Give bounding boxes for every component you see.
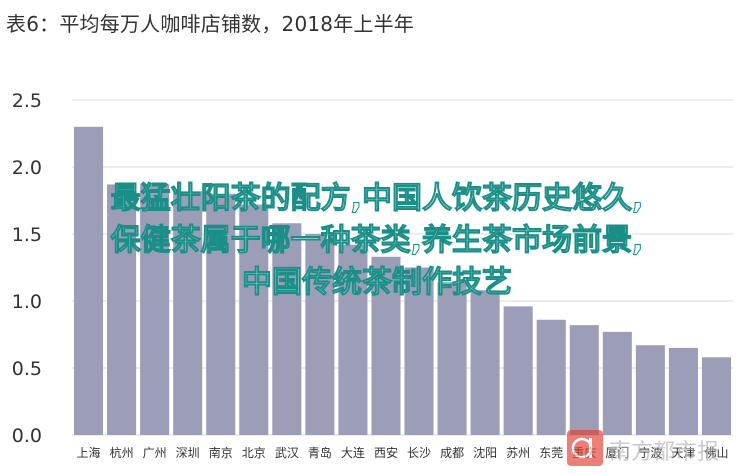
y-tick-label: 0.0 (12, 425, 42, 447)
watermark-text: 南方都市报 (609, 440, 720, 465)
bar (470, 290, 500, 435)
bar (536, 319, 566, 435)
y-tick-label: 1.0 (12, 291, 42, 313)
chart-title: 表6：平均每万人咖啡店铺数，2018年上半年 (6, 12, 415, 36)
bar (701, 357, 731, 435)
overlay-line-2: 保健茶属于哪一种茶类,养生茶市场前景, (110, 223, 644, 259)
bar (140, 184, 170, 435)
x-tick-label: 长沙 (407, 446, 431, 460)
y-axis-ticks: 0.0 0.5 1.0 1.5 2.0 2.5 (12, 90, 42, 447)
x-tick-label: 上海 (77, 445, 101, 460)
bar (239, 204, 269, 435)
x-tick-label: 佛山 (704, 446, 728, 460)
x-tick-label: 天津 (671, 446, 695, 460)
bar (602, 331, 632, 435)
x-tick-label: 北京 (242, 446, 266, 460)
bar (404, 267, 434, 435)
bar (371, 256, 401, 435)
x-tick-label: 西安 (374, 445, 398, 460)
x-tick-label: 深圳 (176, 446, 200, 460)
x-tick-label: 东莞 (539, 446, 563, 460)
y-tick-label: 0.5 (12, 358, 42, 380)
x-tick-label: 武汉 (275, 446, 299, 460)
bar (206, 193, 236, 435)
y-tick-label: 1.5 (12, 224, 42, 246)
x-tick-label: 苏州 (506, 446, 530, 460)
x-tick-label: 厦门 (605, 445, 629, 460)
bar (635, 345, 665, 435)
overlay-line-3: 中国传统茶制作技艺 (242, 265, 513, 301)
bar (668, 347, 698, 435)
y-tick-label: 2.5 (12, 90, 42, 112)
bars (74, 126, 731, 436)
x-tick-label: 宁波 (638, 445, 662, 460)
x-tick-label: 广州 (143, 446, 167, 460)
bar (503, 306, 533, 435)
bar (338, 244, 368, 435)
bar (74, 126, 104, 436)
bar (272, 223, 302, 435)
bar (437, 282, 467, 435)
bar (107, 184, 137, 435)
x-tick-label: 杭州 (110, 445, 134, 460)
nd-logo-icon (567, 430, 603, 466)
overlay-line-1: 最猛壮阳茶的配方,中国人饮茶历史悠久, (110, 181, 644, 217)
x-tick-label: 青岛 (308, 445, 332, 460)
y-tick-label: 2.0 (12, 157, 42, 179)
x-tick-label: 成都 (440, 446, 464, 460)
bar (173, 191, 203, 435)
x-tick-label: 大连 (341, 445, 365, 460)
bar (305, 234, 335, 435)
overlay-caption: 最猛壮阳茶的配方,中国人饮茶历史悠久, 保健茶属于哪一种茶类,养生茶市场前景, … (12, 178, 742, 304)
x-tick-label: 沈阳 (473, 445, 497, 460)
watermark: 南方都市报 (567, 430, 747, 470)
bar (569, 325, 599, 435)
x-tick-label: 南京 (209, 445, 233, 460)
